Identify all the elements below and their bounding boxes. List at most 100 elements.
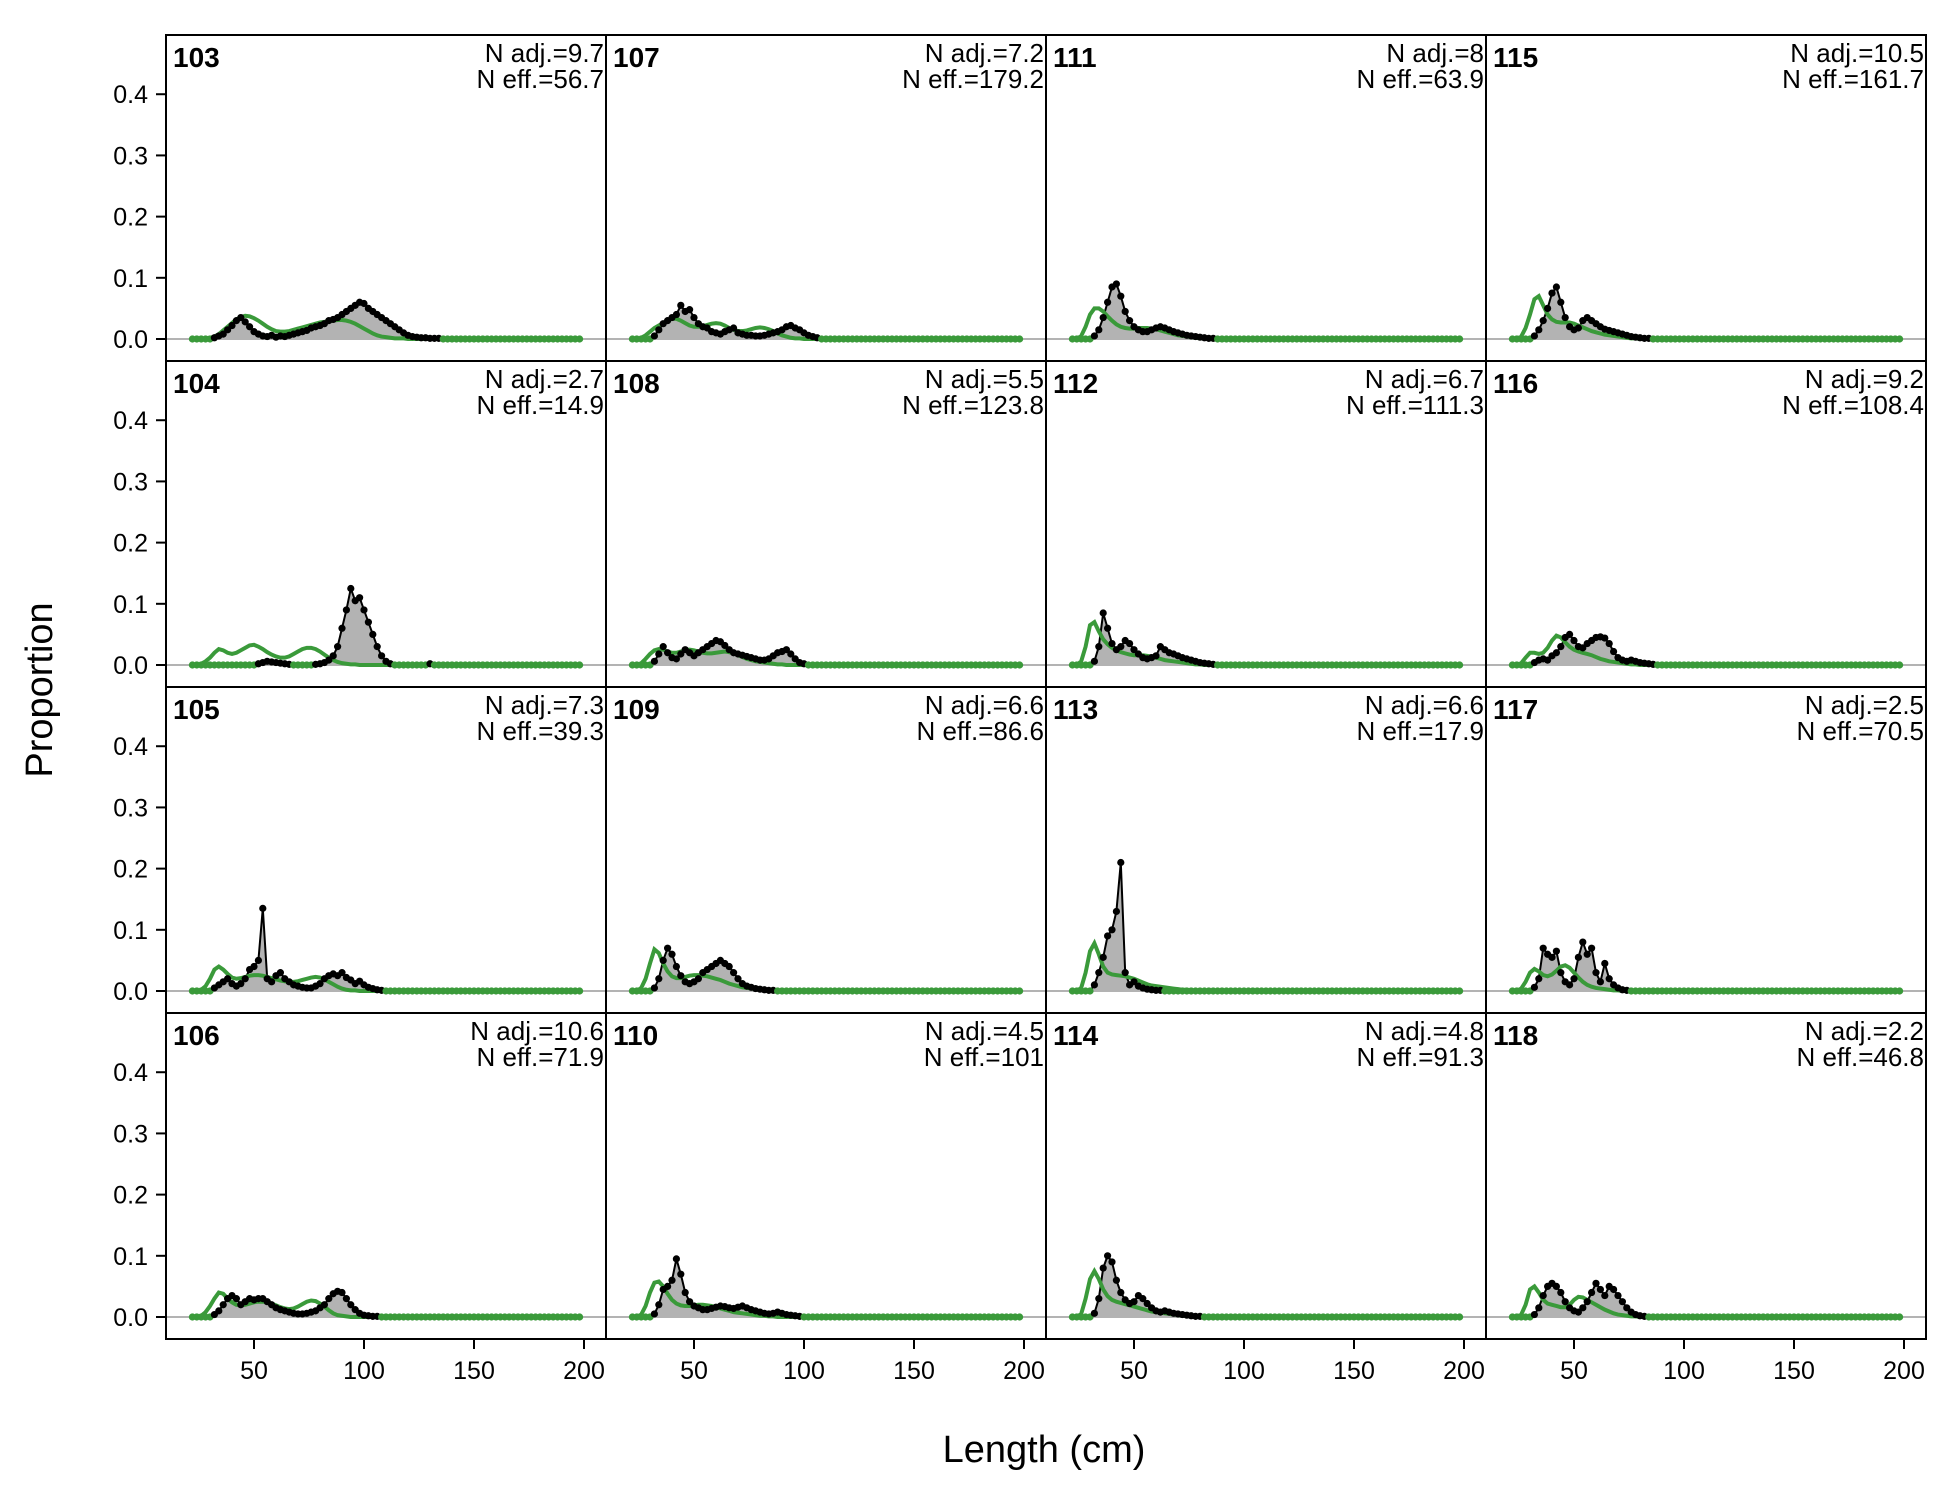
- observed-point: [316, 980, 324, 988]
- observed-point: [342, 606, 350, 614]
- observed-point: [686, 306, 694, 314]
- panel-id: 112: [1053, 368, 1098, 399]
- observed-point: [1121, 307, 1129, 316]
- observed-point: [1117, 643, 1125, 651]
- observed-point: [576, 661, 584, 669]
- observed-point: [677, 972, 685, 980]
- n-eff-label: N eff.=108.4: [1782, 390, 1924, 420]
- observed-point: [347, 1301, 355, 1309]
- observed-point: [369, 630, 377, 639]
- observed-point: [1099, 953, 1107, 961]
- observed-point: [1016, 661, 1024, 669]
- observed-point: [672, 655, 680, 663]
- y-tick-label: 0.1: [113, 1243, 148, 1271]
- observed-point: [268, 978, 276, 986]
- n-eff-label: N eff.=91.3: [1357, 1042, 1484, 1072]
- panel-id: 116: [1493, 368, 1538, 399]
- observed-point: [259, 904, 267, 912]
- observed-point: [276, 969, 284, 977]
- observed-area: [632, 640, 1020, 665]
- observed-area: [1072, 1255, 1460, 1317]
- n-eff-label: N eff.=123.8: [902, 390, 1044, 420]
- x-tick-label: 50: [1560, 1357, 1588, 1385]
- y-tick-label: 0.4: [113, 1059, 148, 1087]
- panel-id: 115: [1493, 42, 1538, 73]
- observed-point: [664, 944, 672, 952]
- observed-point: [1095, 969, 1103, 977]
- n-adj-label: N adj.=2.2: [1805, 1016, 1924, 1046]
- observed-point: [1566, 981, 1574, 989]
- panel-109: 109 N adj.=6.6N eff.=86.6: [605, 686, 1047, 1014]
- x-tick-label: 200: [1443, 1357, 1485, 1385]
- observed-point: [668, 950, 676, 958]
- observed-point: [672, 962, 680, 971]
- panel-104: 104 N adj.=2.7N eff.=14.9: [165, 360, 607, 688]
- observed-point: [1605, 639, 1613, 648]
- observed-point: [655, 975, 663, 983]
- observed-point: [1548, 953, 1556, 961]
- observed-point: [1614, 1291, 1622, 1300]
- panel-116: 116 N adj.=9.2N eff.=108.4: [1485, 360, 1927, 688]
- observed-point: [1610, 647, 1618, 656]
- observed-area: [632, 948, 1020, 991]
- observed-point: [650, 657, 658, 665]
- n-eff-label: N eff.=14.9: [477, 390, 604, 420]
- n-eff-label: N eff.=161.7: [1782, 64, 1924, 94]
- observed-point: [228, 321, 236, 330]
- observed-point: [1596, 1285, 1604, 1294]
- n-eff-label: N eff.=179.2: [902, 64, 1044, 94]
- observed-point: [1112, 1276, 1120, 1284]
- x-axis-label: Length (cm): [943, 1429, 1146, 1471]
- observed-point: [1126, 317, 1134, 325]
- observed-point: [1108, 639, 1116, 648]
- n-eff-label: N eff.=56.7: [477, 64, 604, 94]
- observed-line: [1072, 862, 1460, 992]
- observed-point: [1117, 1288, 1125, 1297]
- observed-point: [360, 299, 368, 308]
- observed-point: [655, 650, 663, 658]
- panel-id: 117: [1493, 694, 1538, 725]
- observed-point: [334, 643, 342, 651]
- observed-point: [1104, 298, 1112, 306]
- y-tick-label: 0.0: [113, 326, 148, 354]
- observed-point: [690, 313, 698, 322]
- observed-point: [1557, 298, 1565, 306]
- observed-point: [347, 584, 355, 593]
- observed-point: [787, 650, 795, 658]
- observed-point: [1108, 1258, 1116, 1266]
- x-tick-label: 150: [453, 1357, 495, 1385]
- observed-point: [672, 1255, 680, 1263]
- observed-point: [1896, 987, 1904, 995]
- observed-area: [192, 588, 580, 665]
- observed-point: [1557, 969, 1565, 977]
- observed-point: [1456, 661, 1464, 669]
- observed-point: [250, 962, 258, 971]
- y-tick-label: 0.0: [113, 978, 148, 1006]
- observed-point: [1099, 313, 1107, 322]
- panel-id: 103: [173, 42, 220, 73]
- observed-point: [1574, 953, 1582, 961]
- observed-point: [1579, 938, 1587, 946]
- observed-point: [1016, 1313, 1024, 1321]
- n-adj-label: N adj.=2.5: [1805, 690, 1924, 720]
- observed-point: [224, 975, 232, 983]
- observed-point: [659, 643, 667, 651]
- observed-area: [1512, 286, 1900, 339]
- observed-point: [1605, 975, 1613, 983]
- observed-point: [325, 1295, 333, 1303]
- observed-point: [1896, 661, 1904, 669]
- observed-point: [681, 1288, 689, 1297]
- observed-point: [254, 956, 262, 965]
- panel-105: 105 N adj.=7.3N eff.=39.3: [165, 686, 607, 1014]
- n-eff-label: N eff.=111.3: [1346, 390, 1484, 420]
- observed-point: [364, 618, 372, 626]
- observed-point: [1090, 981, 1098, 989]
- observed-point: [668, 1276, 676, 1284]
- observed-point: [1601, 634, 1609, 642]
- observed-point: [1552, 1282, 1560, 1291]
- observed-point: [1896, 1313, 1904, 1321]
- observed-point: [1592, 969, 1600, 977]
- observed-point: [1570, 636, 1578, 645]
- observed-point: [1016, 987, 1024, 995]
- observed-point: [677, 1270, 685, 1278]
